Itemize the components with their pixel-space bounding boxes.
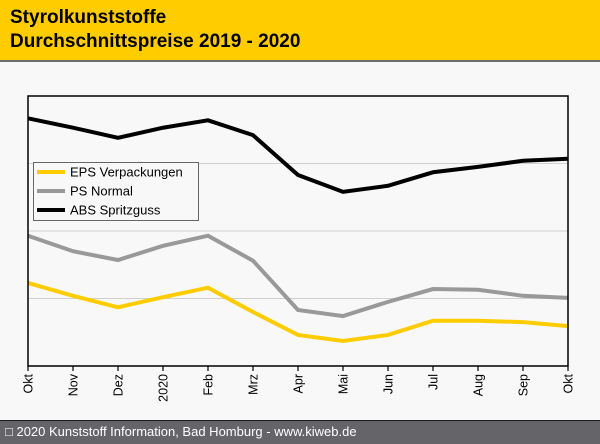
x-tick-label: Sep [517, 374, 531, 396]
footer: □ 2020 Kunststoff Information, Bad Hombu… [0, 420, 600, 444]
copyright-text: □ 2020 Kunststoff Information, Bad Hombu… [5, 424, 357, 439]
legend-label: EPS Verpackungen [70, 165, 183, 180]
x-tick-label: Okt [562, 373, 576, 393]
x-tick-label: 2020 [157, 374, 171, 402]
x-tick-label: Nov [67, 373, 81, 396]
x-tick-label: Mai [337, 374, 351, 394]
x-tick-label: Jun [382, 374, 396, 394]
x-tick-label: Apr [292, 374, 306, 393]
chart-subtitle: Durchschnittspreise 2019 - 2020 [10, 31, 301, 52]
chart-title: Styrolkunststoffe [10, 7, 167, 28]
x-tick-label: Dez [112, 374, 126, 396]
chart-header: Styrolkunststoffe Durchschnittspreise 20… [0, 0, 600, 62]
x-axis-ticks [27, 366, 569, 371]
chart-area: Okt Nov Dez 2020 Feb Mrz Apr Mai Jun Jul Aug Sep Okt… [0, 62, 600, 420]
x-axis-labels: Okt Nov Dez 2020 Feb Mrz Apr Mai Jun Jul Aug Sep Okt [22, 373, 576, 402]
x-tick-label: Jul [427, 374, 441, 390]
line-chart: Okt Nov Dez 2020 Feb Mrz Apr Mai Jun Jul Aug Sep Okt… [22, 95, 576, 402]
series-line-eps-verpackungen [27, 281, 569, 344]
series-line-abs-spritzguss [27, 116, 569, 194]
legend-label: ABS Spritzguss [70, 203, 161, 218]
x-tick-label: Mrz [247, 374, 261, 395]
series-line-ps-normal [27, 233, 569, 319]
x-tick-label: Feb [202, 374, 216, 396]
x-tick-label: Okt [22, 373, 36, 393]
legend: EPS Verpackungen PS Normal ABS Spritzguss [33, 162, 199, 221]
x-tick-label: Aug [472, 374, 486, 396]
series-lines [27, 116, 569, 344]
legend-label: PS Normal [70, 184, 133, 199]
